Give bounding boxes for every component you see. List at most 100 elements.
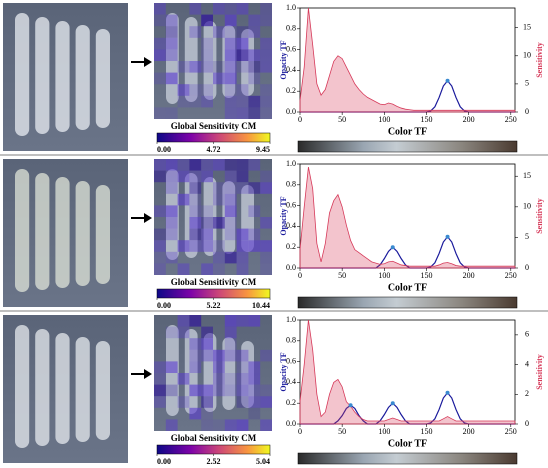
x-tick-label: 150: [420, 115, 432, 124]
sensitivity-cell: [248, 159, 261, 171]
sensitivity-cell: [260, 37, 272, 50]
x-tick-label: 50: [338, 427, 346, 436]
x-tick-label: 0: [298, 115, 302, 124]
sensitivity-cell: [248, 361, 261, 373]
y2-tick-label: 4: [525, 359, 529, 368]
sensitivity-cell: [154, 3, 166, 15]
sensitivity-cell: [189, 228, 202, 241]
sensitivity-cell: [165, 228, 178, 241]
colorbar-title: Global Sensitivity CM: [171, 277, 257, 287]
y-axis-label: Opacity TF: [279, 40, 288, 79]
bone: [55, 177, 70, 288]
sensitivity-cell: [165, 26, 178, 38]
sensitivity-cell: [248, 26, 261, 38]
y-axis-label: Opacity TF: [279, 352, 288, 391]
x-tick-label: 100: [378, 271, 390, 280]
sensitivity-cell: [201, 14, 213, 27]
sensitivity-cell: [189, 240, 202, 252]
sensitivity-cell: [177, 263, 190, 275]
y-tick-label: 0.6: [286, 200, 296, 209]
y-tick-label: 0.2: [286, 398, 296, 407]
sensitivity-cell: [189, 338, 202, 350]
sensitivity-cell: [201, 37, 213, 50]
y2-tick-label: 15: [523, 23, 531, 32]
y2-tick-label: 5: [525, 79, 529, 88]
y-tick-label: 0.2: [286, 242, 296, 251]
color-tf-bar: [297, 140, 518, 153]
sensitivity-cell: [260, 49, 272, 61]
sensitivity-cell: [260, 251, 272, 264]
sensitivity-cell: [189, 349, 202, 362]
sensitivity-cell: [236, 61, 249, 73]
sensitivity-cell: [236, 170, 249, 183]
sensitivity-cell: [213, 193, 225, 206]
sensitivity-cell: [236, 3, 249, 15]
sensitivity-cell: [165, 14, 178, 27]
sensitivity-cell: [189, 3, 202, 15]
sensitivity-cell: [154, 205, 166, 217]
control-point: [390, 245, 395, 250]
bone: [95, 341, 110, 440]
sensitivity-cell: [224, 217, 237, 229]
sensitivity-cell: [165, 326, 178, 339]
sensitivity-cell: [165, 72, 178, 85]
y-tick-label: 0.2: [286, 86, 296, 95]
sensitivity-cell: [165, 170, 178, 183]
sensitivity-cell: [236, 107, 249, 119]
sensitivity-cell: [201, 349, 213, 362]
sensitivity-cell: [236, 251, 249, 264]
sensitivity-cell: [154, 49, 166, 61]
sensitivity-cell: [248, 14, 261, 27]
colorbar-tick-label: 5.22: [207, 301, 221, 310]
sensitivity-cell: [224, 182, 237, 194]
sensitivity-cell: [154, 72, 166, 85]
sensitivity-cell: [260, 263, 272, 275]
sensitivity-cell: [177, 61, 190, 73]
sensitivity-cell: [213, 159, 225, 171]
sensitivity-cell: [248, 407, 261, 420]
sensitivity-cell: [236, 95, 249, 108]
colorbar-tick-label: 9.45: [256, 145, 270, 154]
sensitivity-cell: [189, 170, 202, 183]
sensitivity-cell: [213, 263, 225, 275]
sensitivity-cell: [224, 14, 237, 27]
sensitivity-cell: [177, 240, 190, 252]
sensitivity-cell: [189, 205, 202, 217]
control-point: [445, 390, 450, 395]
y-tick-label: 0.6: [286, 44, 296, 53]
bone: [203, 21, 217, 100]
control-point: [348, 403, 353, 408]
y-tick-label: 0.8: [286, 180, 296, 189]
arrow-head: [144, 369, 152, 379]
sensitivity-cell: [213, 419, 225, 431]
sensitivity-cell: [213, 361, 225, 373]
y-tick-label: 0.6: [286, 356, 296, 365]
x-tick-label: 200: [463, 271, 475, 280]
sensitivity-cell: [189, 61, 202, 73]
x-tick-label: 250: [505, 115, 517, 124]
sensitivity-cell: [165, 107, 178, 119]
x-tick-label: 150: [420, 271, 432, 280]
sensitivity-cell: [201, 384, 213, 397]
sensitivity-cell: [213, 240, 225, 252]
arrow-head: [144, 57, 152, 67]
sensitivity-cell: [224, 315, 237, 327]
y2-tick-label: 0: [525, 419, 529, 428]
x-axis-label: Color TF: [388, 438, 427, 449]
sensitivity-cell: [189, 193, 202, 206]
sensitivity-cell: [154, 396, 166, 408]
sensitivity-cell: [260, 217, 272, 229]
sensitivity-cell: [189, 182, 202, 194]
x-tick-label: 50: [338, 271, 346, 280]
sensitivity-cell: [236, 84, 249, 96]
sensitivity-cell: [154, 361, 166, 373]
colorbar-tick-label: 2.52: [207, 457, 221, 466]
sensitivity-cell: [224, 349, 237, 362]
sensitivity-cell: [189, 26, 202, 38]
sensitivity-cell: [236, 373, 249, 385]
bone: [15, 169, 30, 292]
sensitivity-cell: [154, 251, 166, 264]
sensitivity-cell: [224, 228, 237, 241]
arrow-head: [144, 213, 152, 223]
